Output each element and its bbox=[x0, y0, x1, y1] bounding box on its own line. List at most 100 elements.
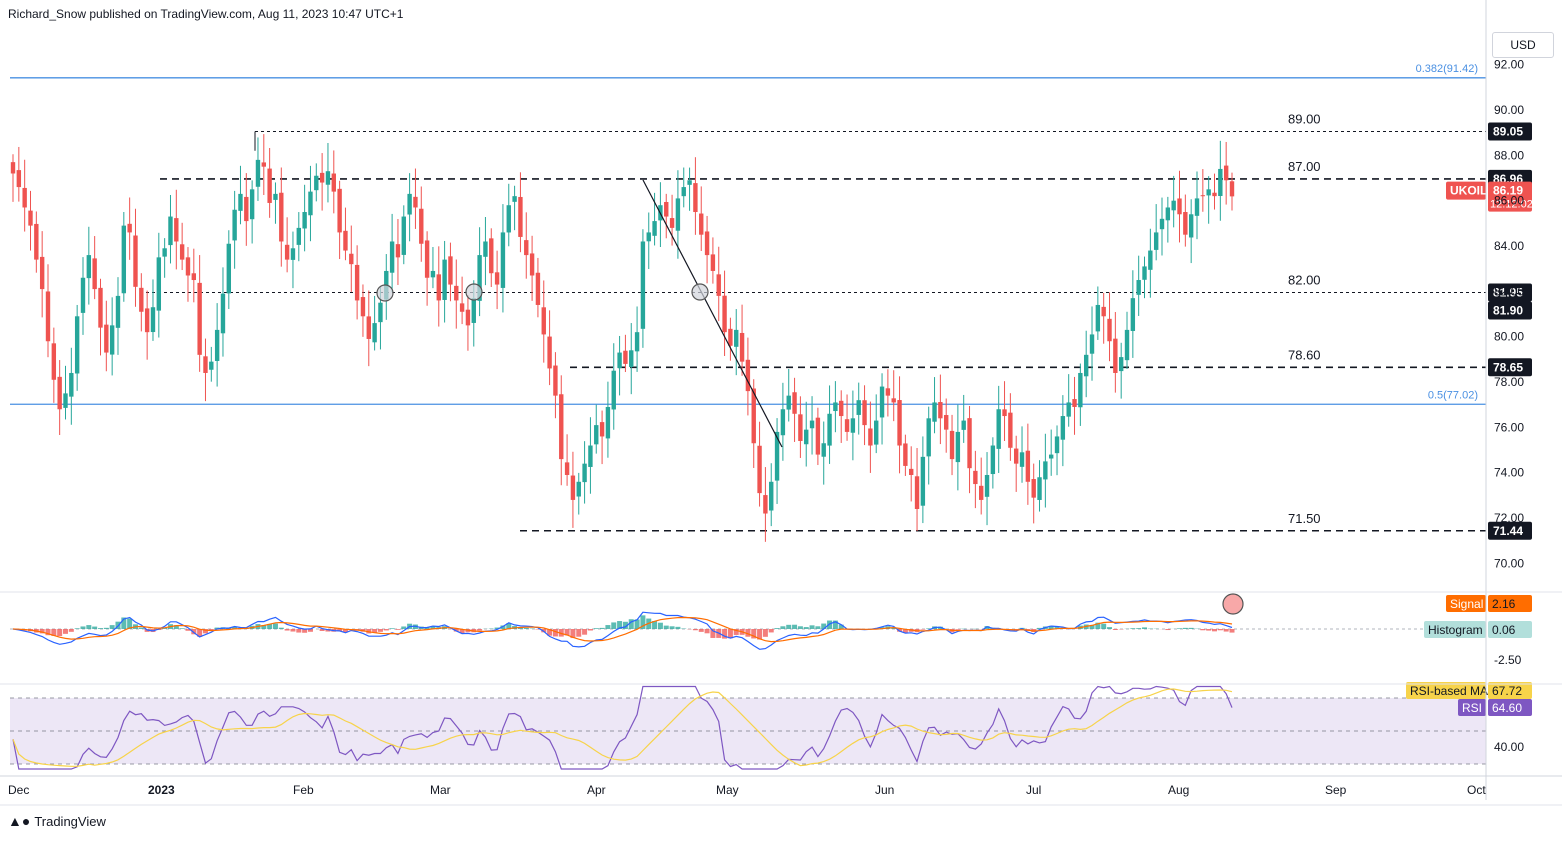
candle-body bbox=[542, 307, 546, 334]
candle-body bbox=[1037, 477, 1041, 500]
rsi-value: 64.60 bbox=[1492, 701, 1522, 715]
candle-body bbox=[1020, 452, 1024, 467]
candle-body bbox=[979, 486, 983, 500]
macd-hist-bar bbox=[63, 629, 68, 634]
candle-body bbox=[273, 194, 277, 200]
candle-body bbox=[57, 377, 61, 409]
candle-body bbox=[827, 414, 831, 446]
candle-body bbox=[798, 414, 802, 441]
macd-hist-bar bbox=[98, 628, 103, 629]
level-82-label: 82.00 bbox=[1288, 272, 1321, 287]
price-tick-label: 70.00 bbox=[1494, 556, 1524, 570]
candle-body bbox=[17, 170, 21, 187]
touch-marker bbox=[466, 284, 482, 300]
candle-body bbox=[1090, 334, 1094, 353]
candle-body bbox=[52, 343, 56, 379]
candle-body bbox=[810, 421, 814, 429]
candle-body bbox=[116, 296, 120, 328]
macd-hist-bar bbox=[705, 629, 710, 633]
candle-body bbox=[728, 329, 732, 346]
candle-body bbox=[413, 197, 417, 208]
candle-body bbox=[588, 446, 592, 467]
candle-body bbox=[297, 228, 301, 245]
candle-body bbox=[559, 394, 563, 459]
candle-body bbox=[256, 160, 260, 187]
candle-body bbox=[507, 205, 511, 232]
candle-body bbox=[996, 409, 1000, 449]
candle-body bbox=[909, 469, 913, 475]
macd-hist-bar bbox=[693, 629, 698, 630]
candle-body bbox=[396, 244, 400, 257]
candle-body bbox=[1055, 436, 1059, 453]
macd-hist-bar bbox=[769, 629, 774, 632]
candle-body bbox=[635, 332, 639, 351]
candle-body bbox=[1148, 251, 1152, 270]
candle-body bbox=[407, 194, 411, 215]
candle-body bbox=[320, 173, 324, 183]
candle-body bbox=[1072, 399, 1076, 407]
macd-hist-bar bbox=[279, 628, 284, 629]
histogram-value: 0.06 bbox=[1492, 623, 1516, 637]
candle-body bbox=[104, 325, 108, 353]
candle-body bbox=[69, 373, 73, 397]
candle-body bbox=[623, 351, 627, 364]
candle-body bbox=[693, 183, 697, 212]
candle-body bbox=[1230, 181, 1234, 196]
candle-body bbox=[127, 224, 131, 233]
candle-body bbox=[361, 297, 365, 316]
macd-hist-bar bbox=[780, 626, 785, 629]
candle-body bbox=[326, 171, 330, 185]
candle-body bbox=[944, 415, 948, 430]
tradingview-logo-icon: ▲● bbox=[8, 813, 30, 829]
candle-body bbox=[641, 241, 645, 328]
candle-body bbox=[985, 475, 989, 497]
macd-hist-bar bbox=[86, 625, 91, 629]
candle-body bbox=[763, 495, 767, 513]
time-tick-label: Oct bbox=[1467, 783, 1486, 797]
candle-body bbox=[1201, 195, 1205, 196]
macd-hist-bar bbox=[401, 626, 406, 629]
candle-body bbox=[1031, 479, 1035, 498]
time-tick-label: 2023 bbox=[148, 783, 175, 797]
macd-hist-bar bbox=[104, 628, 109, 629]
signal-label: Signal bbox=[1450, 597, 1483, 611]
candle-body bbox=[781, 409, 785, 435]
candle-body bbox=[787, 396, 791, 410]
candle-body bbox=[203, 356, 207, 373]
macd-hist-bar bbox=[1224, 629, 1229, 632]
candle-body bbox=[600, 422, 604, 436]
candle-body bbox=[1078, 373, 1082, 407]
candle-body bbox=[1142, 266, 1146, 279]
time-tick-label: Jun bbox=[875, 783, 894, 797]
candle-body bbox=[705, 231, 709, 255]
brand-label: TradingView bbox=[34, 814, 106, 829]
macd-hist-bar bbox=[576, 629, 581, 637]
candle-body bbox=[1218, 169, 1222, 196]
candle-body bbox=[98, 288, 102, 328]
candle-body bbox=[46, 291, 50, 341]
candle-body bbox=[1131, 298, 1135, 331]
macd-hist-bar bbox=[792, 625, 797, 629]
candle-body bbox=[740, 333, 744, 362]
candle-body bbox=[647, 232, 651, 241]
candle-body bbox=[687, 180, 691, 185]
candle-body bbox=[582, 464, 586, 482]
level-89-label: 89.00 bbox=[1288, 112, 1321, 127]
candle-body bbox=[11, 162, 15, 173]
price-tick-label: 74.00 bbox=[1494, 466, 1524, 480]
macd-hist-bar bbox=[1165, 629, 1170, 630]
currency-button[interactable]: USD bbox=[1492, 32, 1554, 58]
level-82-price-tag-2-text: 81.90 bbox=[1493, 303, 1523, 317]
macd-hist-bar bbox=[57, 629, 62, 636]
candle-body bbox=[227, 244, 231, 294]
macd-hist-bar bbox=[664, 626, 669, 629]
candle-body bbox=[950, 431, 954, 459]
price-tick-label: 78.00 bbox=[1494, 375, 1524, 389]
candle-body bbox=[448, 256, 452, 284]
candle-body bbox=[897, 400, 901, 445]
macd-hist-bar bbox=[1130, 628, 1135, 629]
macd-hist-bar bbox=[296, 629, 301, 633]
candle-body bbox=[337, 189, 341, 233]
